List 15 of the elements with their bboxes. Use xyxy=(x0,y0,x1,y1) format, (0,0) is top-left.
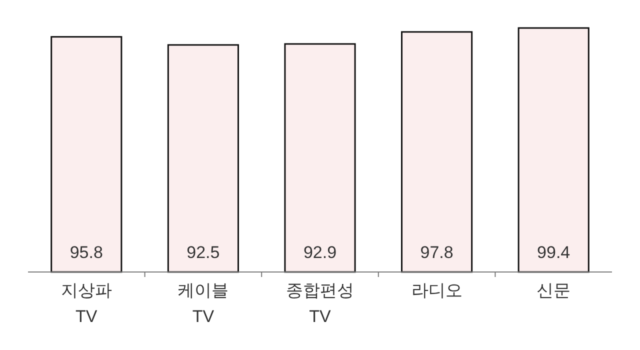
x-tick-label: 종합편성 TV xyxy=(286,281,354,326)
bar xyxy=(401,31,473,273)
bar xyxy=(167,44,239,273)
data-label: 92.5 xyxy=(186,243,220,262)
data-label: 95.8 xyxy=(70,243,103,262)
bar xyxy=(284,43,356,273)
data-label: 99.4 xyxy=(537,243,570,262)
data-label: 97.8 xyxy=(420,243,454,262)
bar xyxy=(518,27,590,273)
x-tick-label: 지상파 TV xyxy=(60,281,112,326)
x-tick-label: 케이블 TV xyxy=(178,281,229,326)
x-tick-label: 라디오 xyxy=(411,281,462,300)
bar xyxy=(50,36,122,273)
x-tick-label: 신문 xyxy=(536,281,571,300)
data-label: 92.9 xyxy=(303,243,337,262)
